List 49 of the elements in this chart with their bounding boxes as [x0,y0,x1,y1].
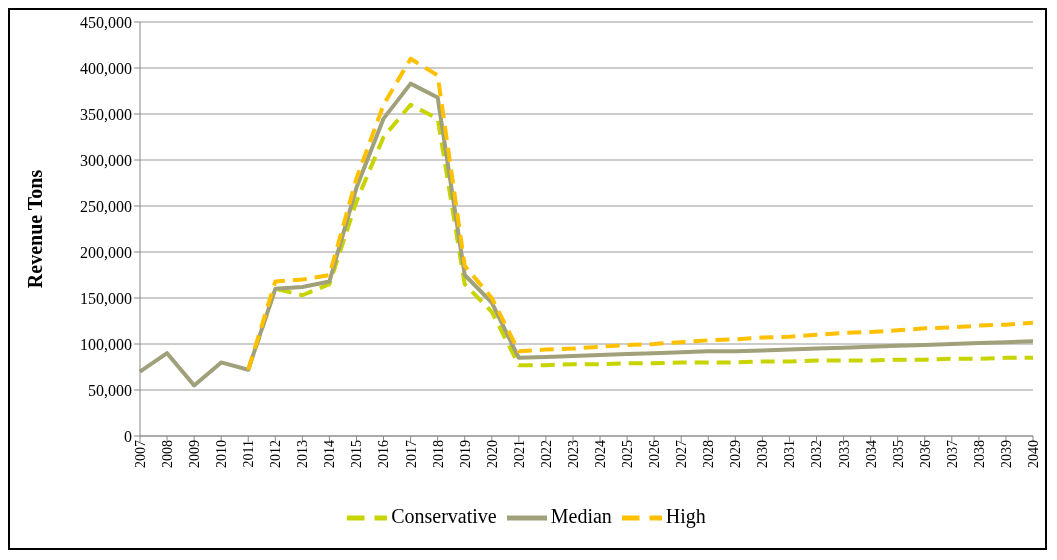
x-tick-label: 2017 [403,440,419,468]
x-tick-label: 2026 [647,440,663,468]
x-tick-label: 2016 [376,440,392,468]
y-tick-label: 200,000 [80,243,132,261]
y-tick-label: 0 [124,427,132,445]
x-tick-label: 2018 [430,440,446,468]
x-tick-label: 2021 [511,440,527,468]
x-tick-label: 2009 [187,440,203,468]
x-tick-label: 2008 [160,440,175,468]
x-tick-label: 2033 [836,440,852,468]
x-tick-label: 2031 [782,440,798,468]
x-tick-label: 2024 [592,440,608,468]
y-tick-label: 300,000 [80,151,132,169]
x-tick-label: 2013 [295,440,311,468]
legend-label: Median [550,504,612,527]
x-tick-label: 2032 [809,440,825,468]
x-tick-label: 2015 [349,440,365,468]
line-series [138,81,1035,388]
x-tick-label: 2037 [944,440,960,468]
x-tick-label: 2014 [322,440,338,468]
y-tick-label: 250,000 [80,197,132,215]
x-tick-label: 2011 [241,440,257,468]
x-tick-label: 2038 [971,440,987,468]
y-axis-title: Revenue Tons [24,169,47,289]
x-tick-label: 2036 [917,440,933,468]
x-tick-label: 2035 [890,440,906,468]
y-tick-label: 400,000 [80,59,132,77]
x-tick-label: 2039 [998,440,1014,468]
x-tick-label: 2020 [484,440,500,468]
x-tick-label: 2010 [214,440,230,468]
y-tick-label: 50,000 [88,381,132,399]
x-tick-label: 2025 [620,440,636,468]
x-tick-label: 2023 [565,440,581,468]
x-tick-label: 2012 [268,440,284,468]
x-tick-label: 2028 [701,440,717,468]
y-tick-label: 150,000 [80,289,132,307]
x-tick-label: 2029 [728,440,744,468]
x-tick-label: 2030 [755,440,771,468]
x-tick-label: 2040 [1025,440,1041,468]
y-tick-label: 350,000 [80,105,132,123]
y-tick-label: 100,000 [80,335,132,353]
legend-label: Conservative [391,504,497,527]
x-tick-label: 2027 [674,440,690,468]
x-tick-label: 2019 [457,440,473,468]
x-tick-label: 2034 [863,440,879,468]
x-tick-label: 2007 [132,440,148,468]
x-tick-label: 2022 [538,440,554,468]
y-tick-label: 450,000 [80,13,132,31]
legend-label: High [665,504,706,527]
